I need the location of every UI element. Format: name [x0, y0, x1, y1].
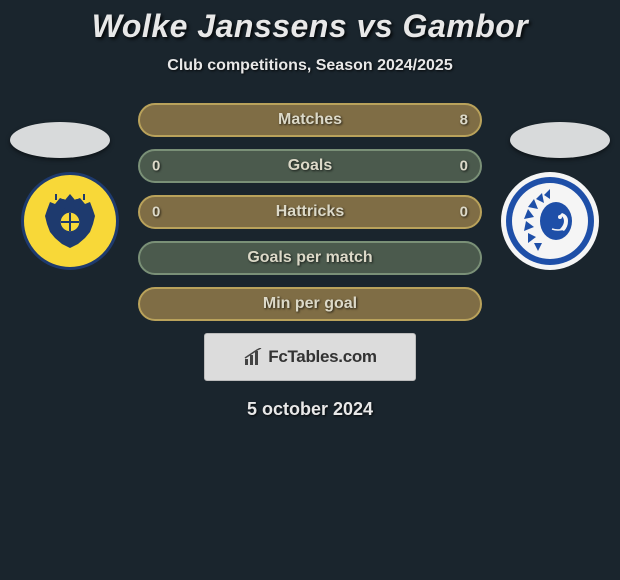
stat-value-left: 0	[152, 158, 160, 175]
stat-value-right: 8	[460, 112, 468, 129]
stats-rows: Matches 8 Goals 0 0 Hattricks 0 0 Goals per matc…	[138, 103, 482, 321]
page-subtitle: Club competitions, Season 2024/2025	[0, 57, 620, 75]
stat-row: Matches 8	[138, 103, 482, 137]
page-title: Wolke Janssens vs Gambor	[0, 8, 620, 45]
stat-label: Goals	[288, 157, 332, 175]
stat-row: Goals per match	[138, 241, 482, 275]
chief-head-icon	[506, 177, 594, 265]
stat-label: Hattricks	[276, 203, 344, 221]
club-badge-left	[21, 172, 119, 270]
stat-value-left: 0	[152, 204, 160, 221]
club-badge-right	[501, 172, 599, 270]
stat-row: Hattricks 0 0	[138, 195, 482, 229]
stat-value-right: 0	[460, 204, 468, 221]
eagle-crest-icon	[35, 186, 105, 256]
player-slot-left	[10, 122, 110, 158]
stat-row: Min per goal	[138, 287, 482, 321]
footer-date: 5 october 2024	[0, 399, 620, 420]
watermark-text: FcTables.com	[268, 347, 377, 367]
watermark-box: FcTables.com	[204, 333, 416, 381]
comparison-card: Wolke Janssens vs Gambor Club competitio…	[0, 0, 620, 420]
stat-value-right: 0	[460, 158, 468, 175]
stat-label: Min per goal	[263, 295, 357, 313]
stat-row: Goals 0 0	[138, 149, 482, 183]
player-slot-right	[510, 122, 610, 158]
stat-label: Matches	[278, 111, 342, 129]
bar-chart-icon	[243, 348, 265, 366]
stat-label: Goals per match	[247, 249, 372, 267]
